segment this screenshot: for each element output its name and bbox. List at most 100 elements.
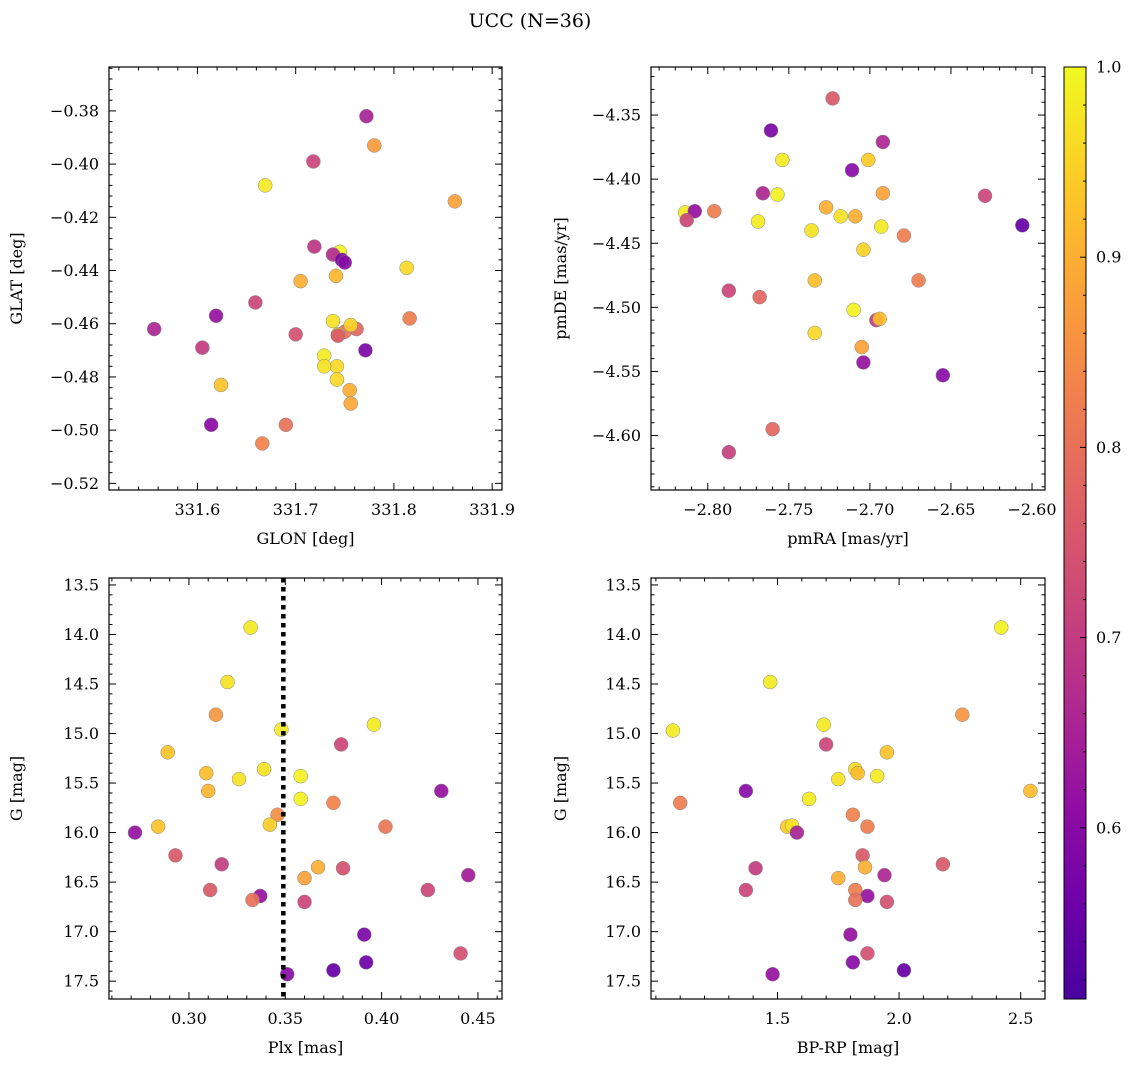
data-point [855,848,870,863]
data-point [447,194,463,209]
x-tick-label: −2.75 [764,500,813,519]
data-point [337,255,353,270]
colorbar-tick-label: 0.6 [1096,818,1121,837]
data-point [848,209,863,224]
colorbar: 0.6 0.7 0.8 0.9 1.0 [1063,58,1121,1000]
data-point [146,321,162,337]
data-point [789,825,805,840]
data-point [366,717,382,732]
axes-frame [108,577,503,1000]
data-points [677,91,1030,460]
y-tick-label: 17.5 [63,972,99,991]
y-tick-label: 13.5 [63,575,99,594]
scatter-panel-4: 1.5 2.0 2.5 13.5 14.0 14.5 15.0 15.5 16.0 16.5 17.… [551,575,1046,1057]
data-point [748,860,763,876]
y-tick-label: 14.5 [605,674,641,693]
data-point [329,372,345,387]
data-point [342,382,357,398]
data-point [856,242,871,257]
data-point [977,188,993,204]
x-axis-label: Plx [mas] [268,1038,343,1057]
data-point [844,162,860,178]
data-point [420,882,436,898]
data-point [127,825,143,840]
y-tick-label: 17.0 [63,922,99,941]
data-point [843,927,858,942]
data-point [1023,783,1038,799]
colorbar-tick-label: 0.9 [1096,248,1121,267]
data-point [293,791,308,807]
data-point [262,817,278,832]
scatter-panel-2: −2.80 −2.75 −2.70 −2.65 −2.60 −4.60 −4.55 −4.50… [551,66,1057,548]
data-point [243,620,258,635]
y-tick-label: 14.0 [63,625,99,644]
y-tick-label: −0.48 [50,367,99,386]
y-tick-label: −4.45 [592,234,641,253]
data-point [860,946,875,961]
data-point [168,848,183,863]
y-tick-label: −0.42 [50,208,99,227]
data-point [770,187,785,202]
data-point [297,870,312,886]
data-point [150,819,166,834]
data-point [762,674,778,690]
data-point [329,359,345,374]
data-point [160,745,176,760]
y-tick-label: 15.5 [63,774,99,793]
y-tick-label: 13.5 [605,575,641,594]
data-point [738,882,754,898]
data-point [850,765,865,781]
y-axis-label: pmDE [mas/yr] [551,217,570,340]
data-point [775,152,790,168]
y-axis-label: G [mag] [7,756,26,821]
data-point [873,219,889,234]
data-point [896,963,912,978]
y-tick-label: 14.5 [63,674,99,693]
data-point [856,355,871,370]
data-point [278,417,294,433]
data-point [213,377,229,393]
data-point [875,134,891,150]
data-point [199,765,214,781]
x-tick-label: 0.45 [460,1009,496,1028]
data-point [818,737,834,752]
x-tick-label: −2.80 [683,500,732,519]
colorbar-tick-label: 0.7 [1096,628,1121,647]
y-tick-label: −0.40 [50,155,99,174]
data-point [316,359,332,374]
data-point [203,417,219,433]
y-tick-label: −4.55 [592,362,641,381]
data-point [825,91,840,106]
data-point [801,791,817,807]
data-point [833,209,848,224]
data-point [861,152,876,168]
scatter-panel-3: 0.30 0.35 0.40 0.45 13.5 14.0 14.5 15.0 15.5 16.0… [7,575,503,1057]
data-point [297,894,312,910]
data-point [721,444,737,460]
y-tick-label: −0.50 [50,421,99,440]
data-point [845,955,861,970]
y-tick-label: 17.0 [605,922,641,941]
y-tick-label: 17.5 [605,972,641,991]
data-point [738,783,754,799]
data-point [214,857,229,872]
data-point [672,795,688,811]
y-tick-label: −0.52 [50,474,99,493]
data-point [208,308,224,323]
y-tick-label: −0.46 [50,314,99,333]
data-point [875,186,891,201]
data-point [453,946,468,961]
data-point [872,311,887,327]
axes-frame [650,66,1046,491]
y-axis-label: G [mag] [551,756,570,821]
data-points [146,108,463,451]
data-point [879,894,895,910]
data-point [752,289,767,305]
data-point [831,771,846,787]
data-point [857,860,873,875]
data-point [307,239,322,254]
data-point [202,882,218,898]
data-point [854,339,870,355]
data-point [326,963,341,978]
